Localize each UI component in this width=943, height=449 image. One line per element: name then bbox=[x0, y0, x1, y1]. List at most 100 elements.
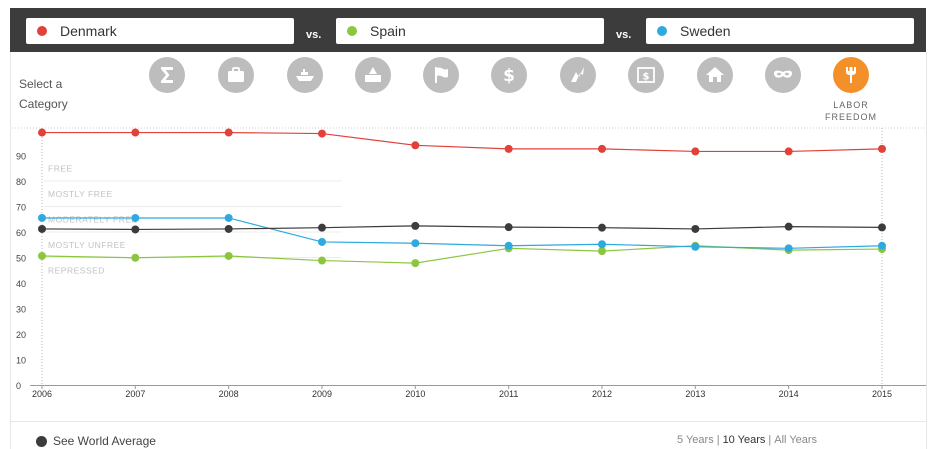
data-point bbox=[318, 256, 326, 265]
government-building-icon[interactable] bbox=[355, 57, 391, 93]
data-point bbox=[691, 242, 700, 251]
dollar-icon[interactable]: $ bbox=[491, 57, 527, 93]
active-category-line1: LABOR bbox=[833, 100, 869, 110]
country-name: Sweden bbox=[680, 23, 731, 39]
data-point bbox=[411, 239, 420, 248]
data-point bbox=[131, 253, 140, 262]
x-tick-label: 2013 bbox=[685, 389, 705, 399]
active-category-label: LABOR FREEDOM bbox=[816, 99, 886, 123]
x-tick-label: 2011 bbox=[499, 389, 518, 399]
country-name: Spain bbox=[370, 23, 406, 39]
active-category-line2: FREEDOM bbox=[825, 112, 877, 122]
y-tick-label: 70 bbox=[16, 203, 26, 213]
year-range-selector: 5 Years | 10 Years | All Years bbox=[677, 434, 817, 446]
year-separator: | bbox=[768, 434, 772, 446]
series-line bbox=[42, 217, 883, 249]
data-point bbox=[224, 128, 233, 137]
panel-left-border bbox=[10, 52, 11, 449]
country-select-2[interactable]: Spain bbox=[336, 18, 604, 44]
band-label: FREE bbox=[48, 163, 73, 173]
x-tick-label: 2014 bbox=[779, 389, 799, 399]
data-point bbox=[224, 251, 233, 260]
data-point bbox=[38, 128, 46, 137]
x-tick-label: 2007 bbox=[125, 389, 145, 399]
country-select-3[interactable]: Sweden bbox=[646, 18, 914, 44]
country-compare-bar: Denmark vs. Spain vs. Sweden bbox=[10, 8, 926, 52]
footer-divider bbox=[10, 421, 926, 422]
data-point bbox=[38, 213, 46, 222]
x-tick-label: 2008 bbox=[219, 389, 239, 399]
data-point bbox=[784, 244, 793, 253]
country-color-dot bbox=[657, 26, 667, 36]
series-line bbox=[41, 225, 883, 231]
data-point bbox=[878, 144, 886, 153]
data-point bbox=[411, 259, 420, 268]
country-color-dot bbox=[37, 26, 47, 36]
data-point bbox=[224, 213, 233, 222]
data-point bbox=[411, 221, 420, 230]
y-tick-label: 50 bbox=[16, 254, 26, 264]
data-point bbox=[38, 251, 46, 260]
years-option-all[interactable]: All Years bbox=[774, 434, 818, 446]
data-point bbox=[224, 224, 233, 233]
data-point bbox=[318, 237, 326, 246]
y-tick-label: 80 bbox=[16, 177, 26, 187]
x-tick-label: 2012 bbox=[592, 389, 612, 399]
bank-icon[interactable]: $ bbox=[628, 57, 664, 93]
data-point bbox=[598, 144, 606, 153]
data-point bbox=[38, 224, 46, 233]
data-point bbox=[691, 224, 700, 233]
x-tick-label: 2009 bbox=[312, 389, 332, 399]
mask-icon[interactable] bbox=[765, 57, 801, 93]
world-average-label: See World Average bbox=[53, 434, 156, 448]
data-point bbox=[131, 128, 140, 137]
year-separator: | bbox=[716, 434, 720, 446]
data-point bbox=[504, 223, 513, 232]
briefcase-icon[interactable] bbox=[218, 57, 254, 93]
house-icon[interactable] bbox=[697, 57, 733, 93]
ship-icon[interactable] bbox=[287, 57, 323, 93]
data-point bbox=[598, 240, 606, 249]
data-point bbox=[318, 129, 326, 138]
x-tick-label: 2006 bbox=[32, 389, 52, 399]
sigma-icon[interactable] bbox=[149, 57, 185, 93]
y-tick-label: 10 bbox=[16, 356, 26, 366]
band-label: MOSTLY UNFREE bbox=[48, 240, 126, 250]
data-point bbox=[504, 144, 513, 153]
y-tick-label: 60 bbox=[16, 228, 26, 238]
see-world-average-toggle[interactable]: See World Average bbox=[36, 434, 156, 448]
data-point bbox=[691, 147, 700, 156]
years-option-5[interactable]: 5 Years bbox=[677, 434, 714, 446]
band-label: MODERATELY FREE bbox=[48, 214, 138, 224]
band-label: MOSTLY FREE bbox=[48, 189, 113, 199]
band-label: REPRESSED bbox=[48, 265, 105, 275]
vs-label: vs. bbox=[306, 29, 322, 41]
data-point bbox=[598, 223, 606, 232]
line-chart: 0 10 20 30 40 50 60 70 80 90 2006 2007 2008 2009 2010 2… bbox=[12, 127, 926, 399]
data-point bbox=[411, 141, 420, 150]
data-point bbox=[784, 222, 793, 231]
y-tick-label: 30 bbox=[16, 305, 26, 315]
data-point bbox=[878, 223, 886, 232]
flag-icon[interactable] bbox=[423, 57, 459, 93]
vs-label: vs. bbox=[616, 29, 632, 41]
country-color-dot bbox=[347, 26, 357, 36]
data-point bbox=[784, 147, 793, 156]
data-point bbox=[131, 225, 140, 234]
data-point bbox=[504, 241, 513, 250]
panel-right-border bbox=[926, 52, 927, 449]
wrench-icon[interactable] bbox=[833, 57, 869, 93]
select-category-label: Select a Category bbox=[19, 74, 68, 114]
lightning-icon[interactable] bbox=[560, 57, 596, 93]
y-tick-label: 20 bbox=[16, 330, 26, 340]
years-option-10[interactable]: 10 Years bbox=[722, 434, 766, 446]
data-point bbox=[878, 241, 886, 250]
x-tick-label: 2015 bbox=[872, 389, 892, 399]
data-point bbox=[131, 213, 140, 222]
select-category-line1: Select a bbox=[19, 77, 63, 91]
country-select-1[interactable]: Denmark bbox=[26, 18, 294, 44]
y-tick-label: 90 bbox=[16, 152, 26, 162]
svg-text:$: $ bbox=[503, 66, 515, 86]
y-tick-label: 0 bbox=[16, 381, 21, 391]
y-tick-label: 40 bbox=[16, 279, 26, 289]
